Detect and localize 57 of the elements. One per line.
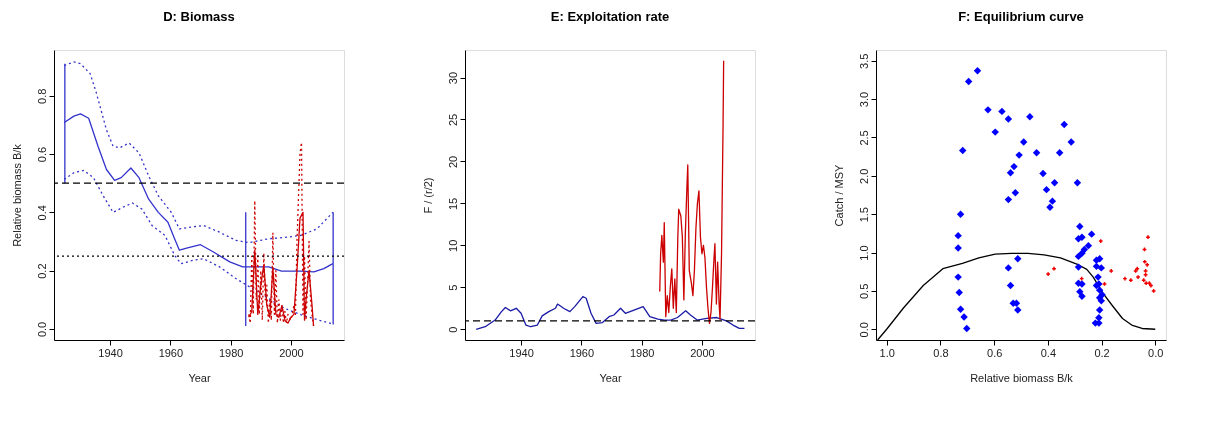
point xyxy=(1146,235,1150,240)
y-tick-label: 1.0 xyxy=(857,245,870,261)
y-tick-label: 0 xyxy=(446,326,459,333)
y-tick-label: 5 xyxy=(446,284,459,291)
point xyxy=(1142,259,1147,264)
y-tick-label: 0.4 xyxy=(35,205,48,221)
x-axis-title: Year xyxy=(599,371,622,384)
x-tick-label: 1960 xyxy=(158,346,184,359)
x-tick-label: 1980 xyxy=(218,346,244,359)
y-tick-label: 1.5 xyxy=(857,207,870,223)
y-tick-label: 0.0 xyxy=(857,322,870,338)
point xyxy=(1046,272,1050,276)
point xyxy=(1151,289,1156,293)
line-series xyxy=(475,295,746,330)
y-tick-label: 0.0 xyxy=(35,321,48,338)
x-tick-label: 0.2 xyxy=(1094,346,1110,359)
point xyxy=(1145,262,1150,267)
chart-title: E: Exploitation rate xyxy=(550,9,670,24)
x-tick-label: 0.8 xyxy=(933,346,949,359)
y-tick-label: 10 xyxy=(446,239,459,252)
chart-title: D: Biomass xyxy=(163,9,235,24)
point xyxy=(1141,278,1146,283)
y-tick-label: 0.8 xyxy=(35,88,48,104)
y-tick-label: 2.5 xyxy=(857,130,870,146)
y-tick-label: 0.5 xyxy=(857,283,870,300)
point xyxy=(1098,239,1103,243)
y-tick-label: 3.5 xyxy=(857,53,870,69)
x-axis-title: Year xyxy=(188,371,211,384)
x-tick-label: 2000 xyxy=(279,346,304,359)
x-tick-label: 2000 xyxy=(690,346,715,359)
y-tick-label: 15 xyxy=(446,197,459,211)
point xyxy=(1144,281,1148,286)
point xyxy=(1136,275,1140,279)
x-tick-label: 1.0 xyxy=(879,346,895,359)
y-tick-label: 0.6 xyxy=(35,146,48,163)
x-tick-label: 1940 xyxy=(509,346,534,359)
x-tick-label: 0.0 xyxy=(1148,346,1164,359)
y-axis-title: F / (r/2) xyxy=(421,177,434,214)
y-tick-label: 25 xyxy=(446,113,459,127)
x-tick-label: 0.6 xyxy=(987,346,1003,359)
y-tick-label: 20 xyxy=(446,155,459,169)
point xyxy=(1109,269,1114,273)
y-tick-label: 3.0 xyxy=(857,91,870,108)
point xyxy=(1052,266,1056,271)
x-tick-label: 1980 xyxy=(629,346,655,359)
y-axis-title: Relative biomass B/k xyxy=(10,143,23,247)
x-axis-title: Relative biomass B/k xyxy=(970,371,1074,384)
line-series xyxy=(659,60,725,325)
y-tick-label: 30 xyxy=(446,71,459,85)
point xyxy=(1128,278,1133,283)
chart-title: F: Equilibrium curve xyxy=(958,9,1084,24)
y-axis-title: Catch / MSY xyxy=(832,163,845,227)
y-tick-label: 2.0 xyxy=(857,168,870,184)
y-tick-label: 0.2 xyxy=(35,263,48,279)
x-tick-label: 0.4 xyxy=(1040,346,1056,359)
x-tick-label: 1940 xyxy=(98,346,123,359)
x-tick-label: 1960 xyxy=(569,346,595,359)
